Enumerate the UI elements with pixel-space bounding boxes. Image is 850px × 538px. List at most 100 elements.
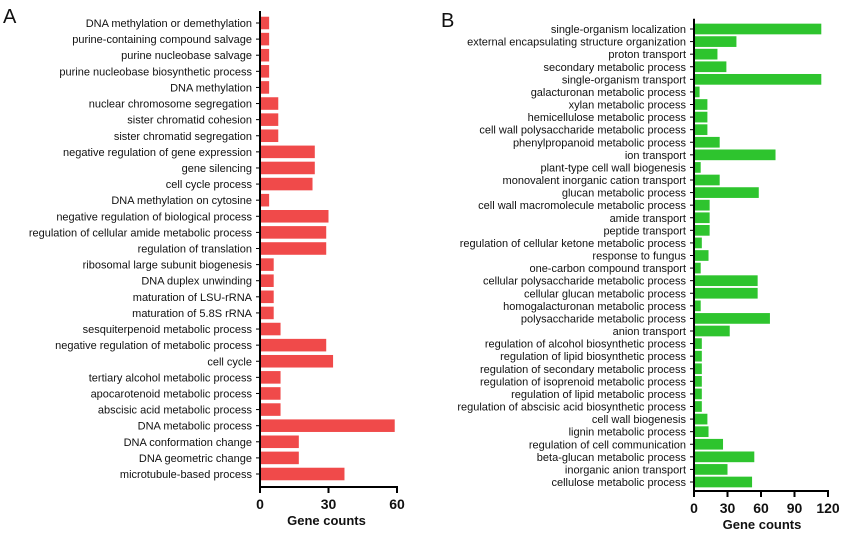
bar [261, 419, 395, 432]
category-label: cellulose metabolic process [551, 477, 686, 489]
category-label: regulation of lipid biosynthetic process [500, 351, 686, 363]
category-label: regulation of alcohol biosynthetic proce… [485, 339, 687, 351]
category-label: DNA methylation or demethylation [86, 18, 252, 30]
bar [261, 387, 281, 400]
bar [695, 162, 701, 173]
bar [695, 212, 710, 224]
bar [695, 199, 710, 211]
bar [695, 451, 755, 463]
category-label: abscisic acid metabolic process [98, 405, 253, 417]
category-label: ribosomal large subunit biogenesis [83, 260, 253, 272]
bar [261, 16, 270, 30]
category-label: amide transport [610, 213, 686, 225]
bar [695, 111, 708, 123]
bar [695, 149, 776, 161]
bar [261, 258, 274, 271]
bar [261, 354, 334, 368]
category-label: maturation of LSU-rRNA [133, 292, 253, 304]
bar [261, 338, 327, 352]
category-label: cell cycle process [166, 179, 253, 191]
category-label: lignin metabolic process [569, 427, 687, 439]
bar [261, 242, 327, 255]
x-tick-label: 60 [389, 496, 405, 512]
category-label: cellular glucan metabolic process [524, 288, 687, 300]
bar [695, 275, 758, 287]
bar [695, 99, 708, 110]
bar [695, 224, 710, 236]
category-label: purine nucleobase biosynthetic process [59, 66, 252, 78]
bar [695, 413, 708, 425]
bar [695, 325, 730, 337]
category-label: DNA methylation [170, 82, 252, 94]
category-label: beta-glucan metabolic process [537, 452, 687, 464]
panel-b-label: B [441, 10, 454, 32]
bar [695, 124, 708, 136]
bar [261, 274, 274, 287]
bar [695, 426, 709, 438]
x-tick-label: 30 [321, 496, 337, 512]
x-tick-label: 0 [256, 496, 264, 512]
bar [261, 177, 313, 191]
bar [261, 161, 315, 175]
category-label: purine-containing compound salvage [72, 34, 252, 46]
category-label: negative regulation of gene expression [63, 147, 252, 159]
x-axis-title: Gene counts [287, 513, 366, 528]
category-label: xylan metabolic process [569, 100, 687, 112]
bar [695, 23, 822, 35]
bar [695, 350, 702, 362]
bar [695, 237, 702, 249]
bar [261, 48, 270, 62]
category-label: single-organism localization [551, 24, 686, 36]
bar [261, 451, 299, 465]
category-label: inorganic anion transport [565, 464, 686, 476]
x-tick-label: 90 [787, 500, 803, 516]
bar [695, 174, 720, 186]
category-label: regulation of lipid metabolic process [511, 389, 686, 401]
category-label: one-carbon compound transport [529, 263, 686, 275]
bar [695, 36, 737, 47]
bar [695, 262, 701, 274]
category-label: monovalent inorganic cation transport [503, 175, 686, 187]
category-label: external encapsulating structure organiz… [467, 37, 686, 49]
bar [695, 401, 702, 412]
bar [695, 363, 702, 375]
category-label: plant-type cell wall biogenesis [540, 162, 686, 174]
category-label: sister chromatid cohesion [127, 115, 252, 127]
bar [261, 145, 315, 159]
bar [261, 129, 279, 143]
bar [261, 306, 274, 320]
category-label: regulation of secondary metabolic proces… [480, 364, 687, 376]
category-label: DNA conformation change [124, 437, 252, 449]
bar [695, 250, 709, 261]
category-label: maturation of 5.8S rRNA [132, 308, 252, 320]
bar [261, 32, 270, 46]
bar [695, 464, 728, 475]
bar [261, 435, 299, 449]
bar [695, 438, 724, 450]
category-label: phenylpropanoid metabolic process [513, 137, 687, 149]
bar [261, 467, 345, 481]
bar [695, 61, 727, 73]
bar [261, 81, 270, 94]
bar [261, 290, 274, 304]
bar [261, 403, 281, 416]
category-label: cell wall macromolecule metabolic proces… [478, 200, 686, 212]
category-label: sister chromatid segregation [114, 131, 252, 143]
category-label: cellular polysaccharide metabolic proces… [483, 276, 686, 288]
category-label: ion transport [625, 150, 686, 162]
bar [695, 313, 770, 324]
bar [261, 97, 279, 110]
category-label: negative regulation of metabolic process [55, 340, 252, 352]
panel-a-bar-chart: DNA methylation or demethylation purine-c… [29, 10, 405, 528]
x-tick-label: 120 [816, 500, 840, 516]
category-label: gene silencing [182, 163, 252, 175]
bar [695, 73, 822, 85]
x-tick-label: 30 [720, 500, 736, 516]
category-label: regulation of cellular ketone metabolic … [460, 238, 687, 250]
bar [261, 322, 281, 336]
category-label: DNA metabolic process [138, 421, 253, 433]
bar [261, 371, 281, 384]
bar [261, 226, 327, 239]
